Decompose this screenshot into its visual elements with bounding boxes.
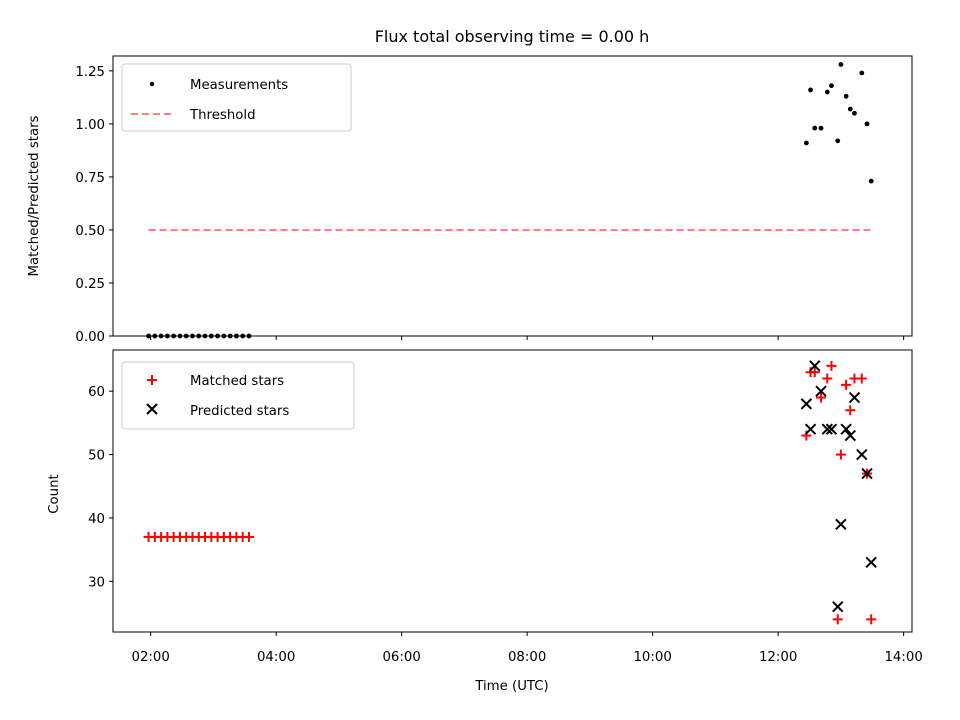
bottom-plot-frame: [112, 349, 913, 633]
matched-stars-point: [816, 392, 827, 403]
top-panel: 0.00 0.25 0.50 0.75 1.00 1.25 Matched/Predict…: [27, 55, 913, 345]
top-data-marks: [146, 62, 874, 339]
matched-stars-point: [856, 373, 867, 384]
bottom-legend-box: [121, 361, 355, 430]
legend-measurements-marker: [149, 81, 155, 87]
measurement-point: [808, 87, 813, 93]
legend-matched-marker: [147, 375, 157, 385]
measurement-point: [803, 140, 809, 146]
measurement-point: [818, 125, 824, 131]
matched-stars-point: [835, 449, 846, 460]
measurement-point: [852, 110, 857, 116]
legend-predicted-marker: [146, 403, 158, 415]
measurement-point: [864, 121, 870, 127]
top-y-tick-label: 0.00: [75, 330, 105, 345]
measurement-point: [240, 333, 246, 339]
x-tick-label: 04:00: [257, 650, 295, 665]
matched-stars-point: [809, 367, 820, 378]
legend-threshold-label: Threshold: [189, 108, 256, 123]
top-y-tick-label: 1.25: [75, 65, 105, 80]
measurement-point: [164, 333, 170, 339]
top-legend-box: [121, 63, 352, 132]
matched-stars-point: [866, 614, 877, 625]
bottom-data-marks: [143, 360, 877, 625]
measurement-point: [215, 333, 220, 339]
measurement-point: [812, 125, 818, 131]
top-y-tick-label: 0.50: [75, 224, 105, 239]
measurement-point: [246, 333, 252, 339]
top-y-axis: 0.00 0.25 0.50 0.75 1.00 1.25: [75, 65, 113, 345]
top-plot-frame: [112, 55, 913, 337]
matched-stars-point: [243, 531, 254, 542]
x-axis-label: Time (UTC): [474, 679, 549, 694]
x-tick-label: 08:00: [508, 650, 546, 665]
bottom-y-tick-label: 40: [88, 512, 105, 527]
predicted-stars-point: [809, 360, 821, 372]
predicted-stars-point: [815, 385, 827, 397]
measurement-point: [843, 93, 849, 99]
matched-stars-point: [822, 373, 833, 384]
measurement-point: [824, 89, 830, 95]
measurement-point: [234, 333, 239, 339]
x-tick-label: 12:00: [759, 650, 797, 665]
bottom-y-axis-label: Count: [47, 474, 62, 514]
x-tick-label: 14:00: [884, 650, 922, 665]
x-tick-label: 02:00: [131, 650, 169, 665]
measurement-point: [227, 333, 233, 339]
predicted-stars-point: [821, 423, 833, 435]
measurement-point: [208, 333, 214, 339]
measurement-point: [221, 333, 227, 339]
bottom-panel: 30 40 50 60 02:00 04:00 06:00 08:00 10:00 12:00 1…: [47, 349, 923, 694]
legend-predicted-label: Predicted stars: [190, 404, 289, 419]
top-y-tick-label: 1.00: [75, 118, 105, 133]
bottom-y-axis: 30 40 50 60: [88, 385, 113, 590]
matched-stars-point: [826, 360, 837, 371]
measurement-point: [196, 333, 202, 339]
legend-measurements-label: Measurements: [190, 78, 288, 93]
top-y-axis-label: Matched/Predicted stars: [27, 115, 42, 276]
measurement-point: [868, 178, 874, 184]
matched-stars-point: [841, 379, 852, 390]
bottom-y-tick-label: 50: [88, 449, 105, 464]
predicted-stars-point: [865, 556, 877, 568]
measurement-point: [183, 333, 189, 339]
bottom-y-tick-label: 60: [88, 385, 105, 400]
predicted-stars-point: [804, 423, 817, 435]
measurement-point: [190, 333, 195, 339]
top-x-axis-ticks: [150, 336, 905, 340]
predicted-stars-point: [844, 429, 857, 442]
predicted-stars-point: [825, 423, 838, 435]
predicted-stars-point: [856, 448, 868, 461]
measurement-point: [177, 333, 183, 339]
bottom-legend: Matched stars Predicted stars: [121, 361, 355, 430]
measurement-point: [171, 333, 177, 339]
measurement-point: [158, 333, 164, 339]
bottom-y-tick-label: 30: [88, 575, 105, 590]
predicted-stars-point: [800, 398, 813, 410]
measurement-point: [146, 333, 151, 339]
bottom-x-axis: 02:00 04:00 06:00 08:00 10:00 12:00 14:00: [131, 632, 923, 665]
measurement-point: [859, 70, 865, 76]
top-y-tick-label: 0.75: [75, 171, 105, 186]
measurement-point: [847, 106, 853, 112]
matched-stars-point: [832, 614, 843, 625]
predicted-stars-point: [848, 391, 861, 404]
top-legend: Measurements Threshold: [121, 63, 352, 132]
predicted-stars-point: [840, 423, 852, 435]
measurement-point: [202, 333, 208, 339]
top-y-tick-label: 0.25: [75, 277, 105, 292]
matched-stars-point: [845, 405, 856, 416]
predicted-stars-point: [835, 518, 847, 530]
predicted-stars-point: [861, 467, 873, 480]
x-tick-label: 06:00: [382, 650, 420, 665]
predicted-stars-point: [832, 600, 844, 613]
x-tick-label: 10:00: [633, 650, 671, 665]
measurement-point: [838, 62, 844, 67]
measurement-point: [835, 138, 841, 144]
chart-title: Flux total observing time = 0.00 h: [375, 27, 650, 46]
legend-matched-label: Matched stars: [190, 374, 284, 389]
measurement-point: [829, 83, 834, 89]
measurement-point: [152, 333, 158, 339]
